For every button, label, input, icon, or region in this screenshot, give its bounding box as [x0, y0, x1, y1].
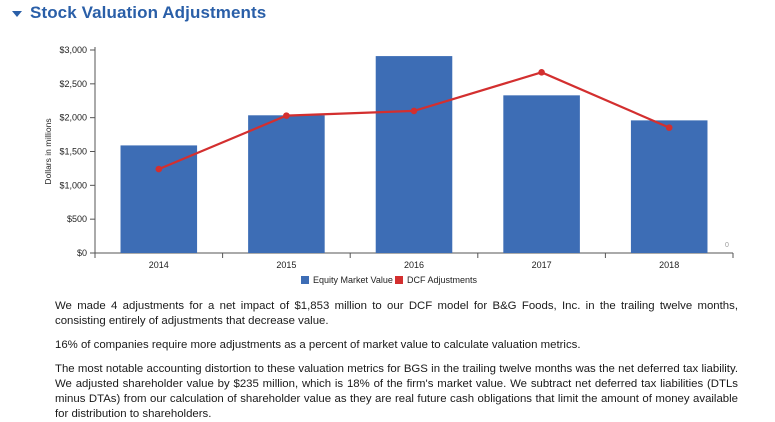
dcf-point	[283, 112, 290, 119]
y-tick-label: $3,000	[59, 45, 87, 55]
bar	[248, 115, 325, 253]
y-tick-label: $1,500	[59, 147, 87, 157]
caret-down-icon[interactable]	[12, 10, 22, 17]
bar	[375, 56, 453, 254]
section-title: Stock Valuation Adjustments	[30, 3, 267, 22]
y-tick-label: $2,500	[59, 79, 87, 89]
dcf-point	[410, 107, 418, 115]
paragraph-deferred-tax: The most notable accounting distortion t…	[55, 363, 738, 420]
y-tick-label: $2,000	[59, 113, 87, 123]
stock-valuation-chart: $0 $500 $1,000 $1,500 $2,000 $2,500 $3,000 Doll…	[43, 45, 734, 285]
legend-swatch	[301, 276, 309, 284]
dcf-point	[538, 69, 545, 76]
x-tick-label: 2014	[149, 260, 169, 270]
x-tick-label: 2015	[276, 260, 296, 270]
y-tick-label: $1,000	[59, 180, 87, 190]
legend-label: DCF Adjustments	[407, 275, 478, 285]
corner-mark: 0	[725, 242, 729, 249]
legend-label: Equity Market Value	[313, 275, 393, 285]
paragraph-company-comparison: 16% of companies require more adjustment…	[55, 339, 581, 351]
y-axis-title: Dollars in millions	[43, 118, 53, 184]
paragraph-adjustments-summary: We made 4 adjustments for a net impact o…	[55, 300, 738, 327]
bar	[120, 145, 198, 253]
bar	[630, 120, 708, 253]
y-tick-label: $0	[77, 248, 87, 258]
bar	[503, 95, 580, 253]
x-tick-label: 2016	[404, 260, 424, 270]
x-tick-label: 2018	[659, 260, 679, 270]
dcf-point	[665, 124, 673, 131]
y-tick-label: $500	[67, 214, 87, 224]
section-header-toggle[interactable]: Stock Valuation Adjustments	[12, 2, 266, 24]
legend-swatch	[395, 276, 403, 284]
x-tick-label: 2017	[532, 260, 552, 270]
dcf-point	[155, 165, 163, 173]
